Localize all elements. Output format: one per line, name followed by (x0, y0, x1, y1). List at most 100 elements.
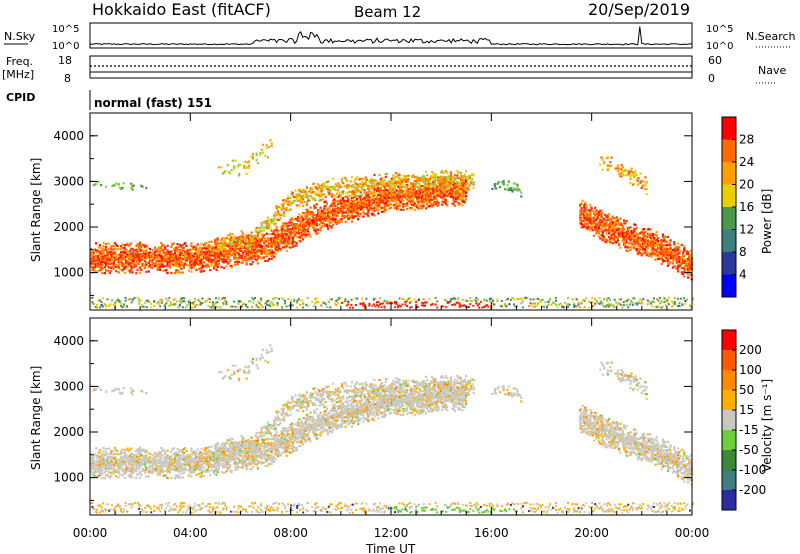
power-cell (318, 199, 321, 202)
power-cell (389, 180, 392, 183)
power-cell (298, 189, 301, 192)
power-cell (429, 196, 433, 199)
power-cell (391, 193, 394, 197)
power-cell (618, 232, 621, 235)
power-cell (448, 176, 451, 180)
power-cell (467, 177, 470, 180)
power-cell (225, 254, 228, 257)
power-cell (106, 298, 109, 301)
power-cell (634, 232, 637, 235)
power-cell (609, 217, 612, 220)
power-cell (636, 252, 639, 255)
power-cell (353, 192, 356, 195)
velocity-cell (106, 457, 109, 460)
power-cell (285, 241, 288, 244)
power-cell (248, 253, 251, 256)
power-cell (340, 197, 343, 200)
power-cell (204, 242, 207, 245)
power-cell (443, 178, 446, 181)
power-cell (460, 304, 463, 307)
power-cell (198, 303, 201, 306)
power-cell (659, 252, 662, 255)
power-cell (475, 296, 478, 299)
power-cell (409, 197, 412, 200)
power-cell (398, 192, 401, 195)
power-cell (303, 221, 306, 224)
power-cell (234, 305, 237, 308)
power-cell (111, 255, 114, 258)
power-cell (307, 199, 310, 202)
power-cell (302, 229, 305, 232)
power-cell (339, 218, 342, 221)
colorbar-segment (722, 162, 736, 185)
power-cell (355, 204, 359, 207)
power-cell (595, 226, 598, 229)
power-cell (281, 225, 285, 228)
power-cell (683, 249, 686, 252)
power-cell (250, 231, 253, 234)
power-cell (601, 302, 604, 305)
power-cell (295, 198, 298, 201)
power-cell (397, 174, 400, 177)
velocity-cell (95, 464, 98, 467)
power-cell (442, 305, 445, 308)
power-cell (392, 204, 395, 207)
power-cell (660, 253, 663, 256)
power-cell (650, 236, 653, 239)
power-cell (166, 261, 169, 264)
power-cell (204, 256, 207, 259)
power-cell (431, 205, 434, 208)
power-cell (115, 256, 118, 259)
power-cell (273, 233, 276, 236)
power-cell (582, 225, 586, 228)
power-cell (683, 261, 686, 264)
power-cell (102, 248, 105, 251)
power-cell (205, 263, 208, 266)
power-cell (187, 300, 190, 303)
power-cell (399, 194, 402, 197)
power-cell (640, 239, 643, 242)
power-cell (641, 238, 644, 241)
power-cell (369, 182, 372, 185)
power-cell (261, 306, 264, 308)
power-cell (507, 187, 510, 190)
power-cell (461, 298, 464, 301)
power-cell (345, 211, 349, 214)
power-cell (143, 254, 147, 257)
power-cell (111, 251, 114, 254)
power-cell (402, 185, 405, 188)
power-cell (465, 178, 468, 182)
power-cell (594, 216, 597, 219)
power-cell (255, 239, 258, 242)
power-heatmap (90, 139, 694, 309)
power-cell (687, 262, 690, 266)
power-cell (353, 187, 356, 190)
power-cell (460, 174, 463, 177)
power-cell (157, 253, 160, 256)
power-cell (468, 183, 471, 186)
power-cell (211, 254, 214, 257)
power-cell (269, 237, 272, 240)
power-cell (296, 219, 300, 223)
power-cell (274, 253, 277, 256)
power-cell (98, 263, 101, 266)
power-cell (451, 193, 454, 196)
power-cell (439, 190, 443, 193)
power-cell (636, 239, 639, 242)
power-cell (169, 256, 172, 259)
power-cell (623, 228, 626, 231)
power-cell (400, 305, 402, 308)
power-cell (319, 206, 322, 209)
power-cell (255, 230, 258, 233)
power-cell (683, 268, 686, 271)
power-cell (582, 219, 586, 222)
power-cell (199, 259, 202, 262)
power-cell (462, 192, 465, 196)
power-cell (581, 226, 584, 229)
velocity-cell (103, 471, 106, 474)
power-cell (684, 302, 687, 305)
power-cell (345, 179, 349, 183)
power-cell (275, 238, 278, 241)
power-cell (586, 213, 589, 216)
power-cell (446, 188, 449, 191)
